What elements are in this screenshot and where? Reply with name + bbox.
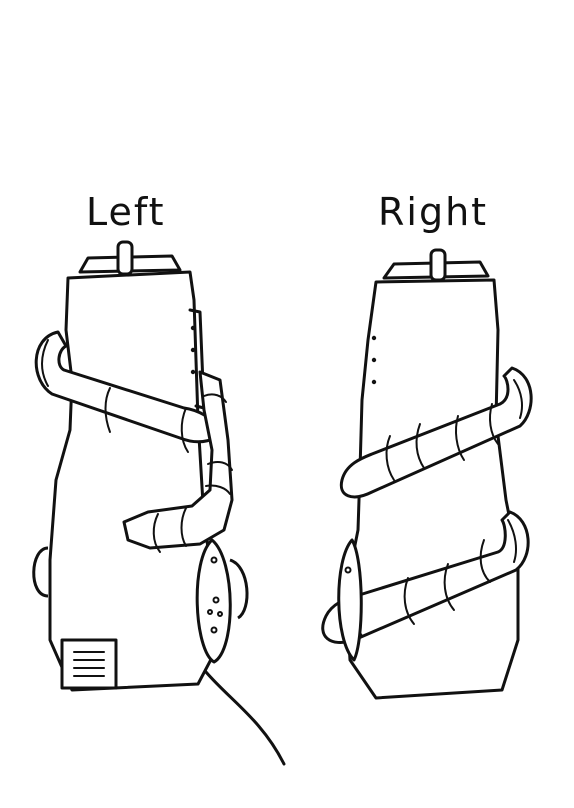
left-bottom-panel-lines	[73, 651, 105, 677]
left-body	[48, 270, 218, 692]
left-top-post	[116, 240, 134, 276]
left-upper-hose-rings	[41, 339, 189, 453]
right-oval-plate	[337, 538, 363, 662]
right-rivets	[371, 335, 377, 385]
right-top-post	[429, 248, 447, 282]
left-rivets	[190, 325, 196, 375]
right-oval-mark	[344, 566, 352, 574]
left-side-strip	[188, 308, 206, 410]
left-oval-marks	[207, 556, 223, 634]
right-upper-hose-rings	[385, 379, 523, 481]
left-side-knob	[32, 546, 49, 598]
right-figure	[321, 248, 533, 700]
label-left: Left	[86, 190, 166, 234]
right-lower-hose	[321, 510, 530, 644]
left-descending-hose-rings	[152, 393, 233, 553]
left-figure	[32, 240, 286, 766]
right-upper-hose	[339, 366, 533, 499]
left-bottom-panel	[60, 638, 118, 690]
left-right-knob	[229, 558, 249, 620]
label-right: Right	[378, 190, 489, 234]
left-cable	[204, 670, 286, 766]
